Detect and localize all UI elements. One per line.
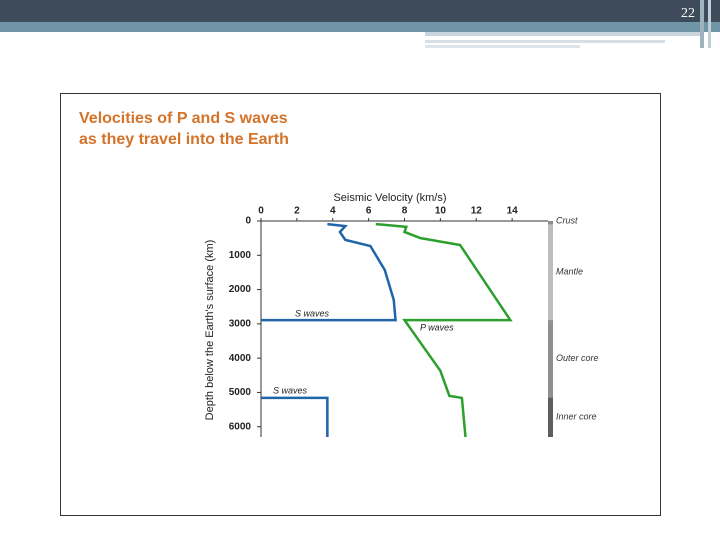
series-line bbox=[261, 222, 397, 437]
x-tick-label: 10 bbox=[435, 206, 447, 217]
x-axis-label: Seismic Velocity (km/s) bbox=[333, 192, 446, 204]
y-axis-label: Depth below the Earth's surface (km) bbox=[204, 240, 216, 421]
layer-label: Inner core bbox=[556, 412, 597, 422]
y-tick-label: 1000 bbox=[229, 250, 252, 261]
x-tick-label: 6 bbox=[366, 206, 372, 217]
layer-band bbox=[548, 320, 553, 398]
header-line bbox=[425, 32, 700, 36]
layer-band bbox=[548, 224, 553, 321]
header-bar bbox=[0, 0, 720, 22]
y-tick-label: 2000 bbox=[229, 284, 252, 295]
layer-label: Crust bbox=[556, 215, 578, 225]
y-tick-label: 3000 bbox=[229, 318, 252, 329]
layer-band bbox=[548, 397, 553, 437]
header-line bbox=[700, 0, 704, 48]
y-tick-label: 4000 bbox=[229, 353, 252, 364]
chart-title: as they travel into the Earth bbox=[79, 131, 289, 148]
y-tick-label: 6000 bbox=[229, 421, 252, 432]
x-tick-label: 12 bbox=[471, 206, 483, 217]
picture-frame bbox=[60, 93, 661, 516]
y-tick-label: 5000 bbox=[229, 387, 252, 398]
x-tick-label: 0 bbox=[258, 206, 264, 217]
header-line bbox=[708, 0, 711, 48]
series-line bbox=[375, 222, 513, 438]
x-tick-label: 14 bbox=[507, 206, 519, 217]
chart-title: Velocities of P and S waves bbox=[79, 110, 288, 127]
layer-label: Mantle bbox=[556, 267, 583, 277]
slide-number: 22 bbox=[681, 6, 695, 21]
header-line bbox=[425, 40, 665, 43]
header-line bbox=[425, 45, 580, 48]
series-annotation: S waves bbox=[273, 385, 308, 395]
x-tick-label: 4 bbox=[330, 206, 336, 217]
series-annotation: P waves bbox=[420, 322, 454, 332]
layer-label: Outer core bbox=[556, 353, 599, 363]
header-strip bbox=[0, 22, 720, 32]
x-tick-label: 2 bbox=[294, 206, 300, 217]
x-tick-label: 8 bbox=[402, 206, 408, 217]
y-tick-label: 0 bbox=[245, 216, 251, 227]
series-annotation: S waves bbox=[295, 308, 330, 318]
layer-band bbox=[548, 221, 553, 225]
